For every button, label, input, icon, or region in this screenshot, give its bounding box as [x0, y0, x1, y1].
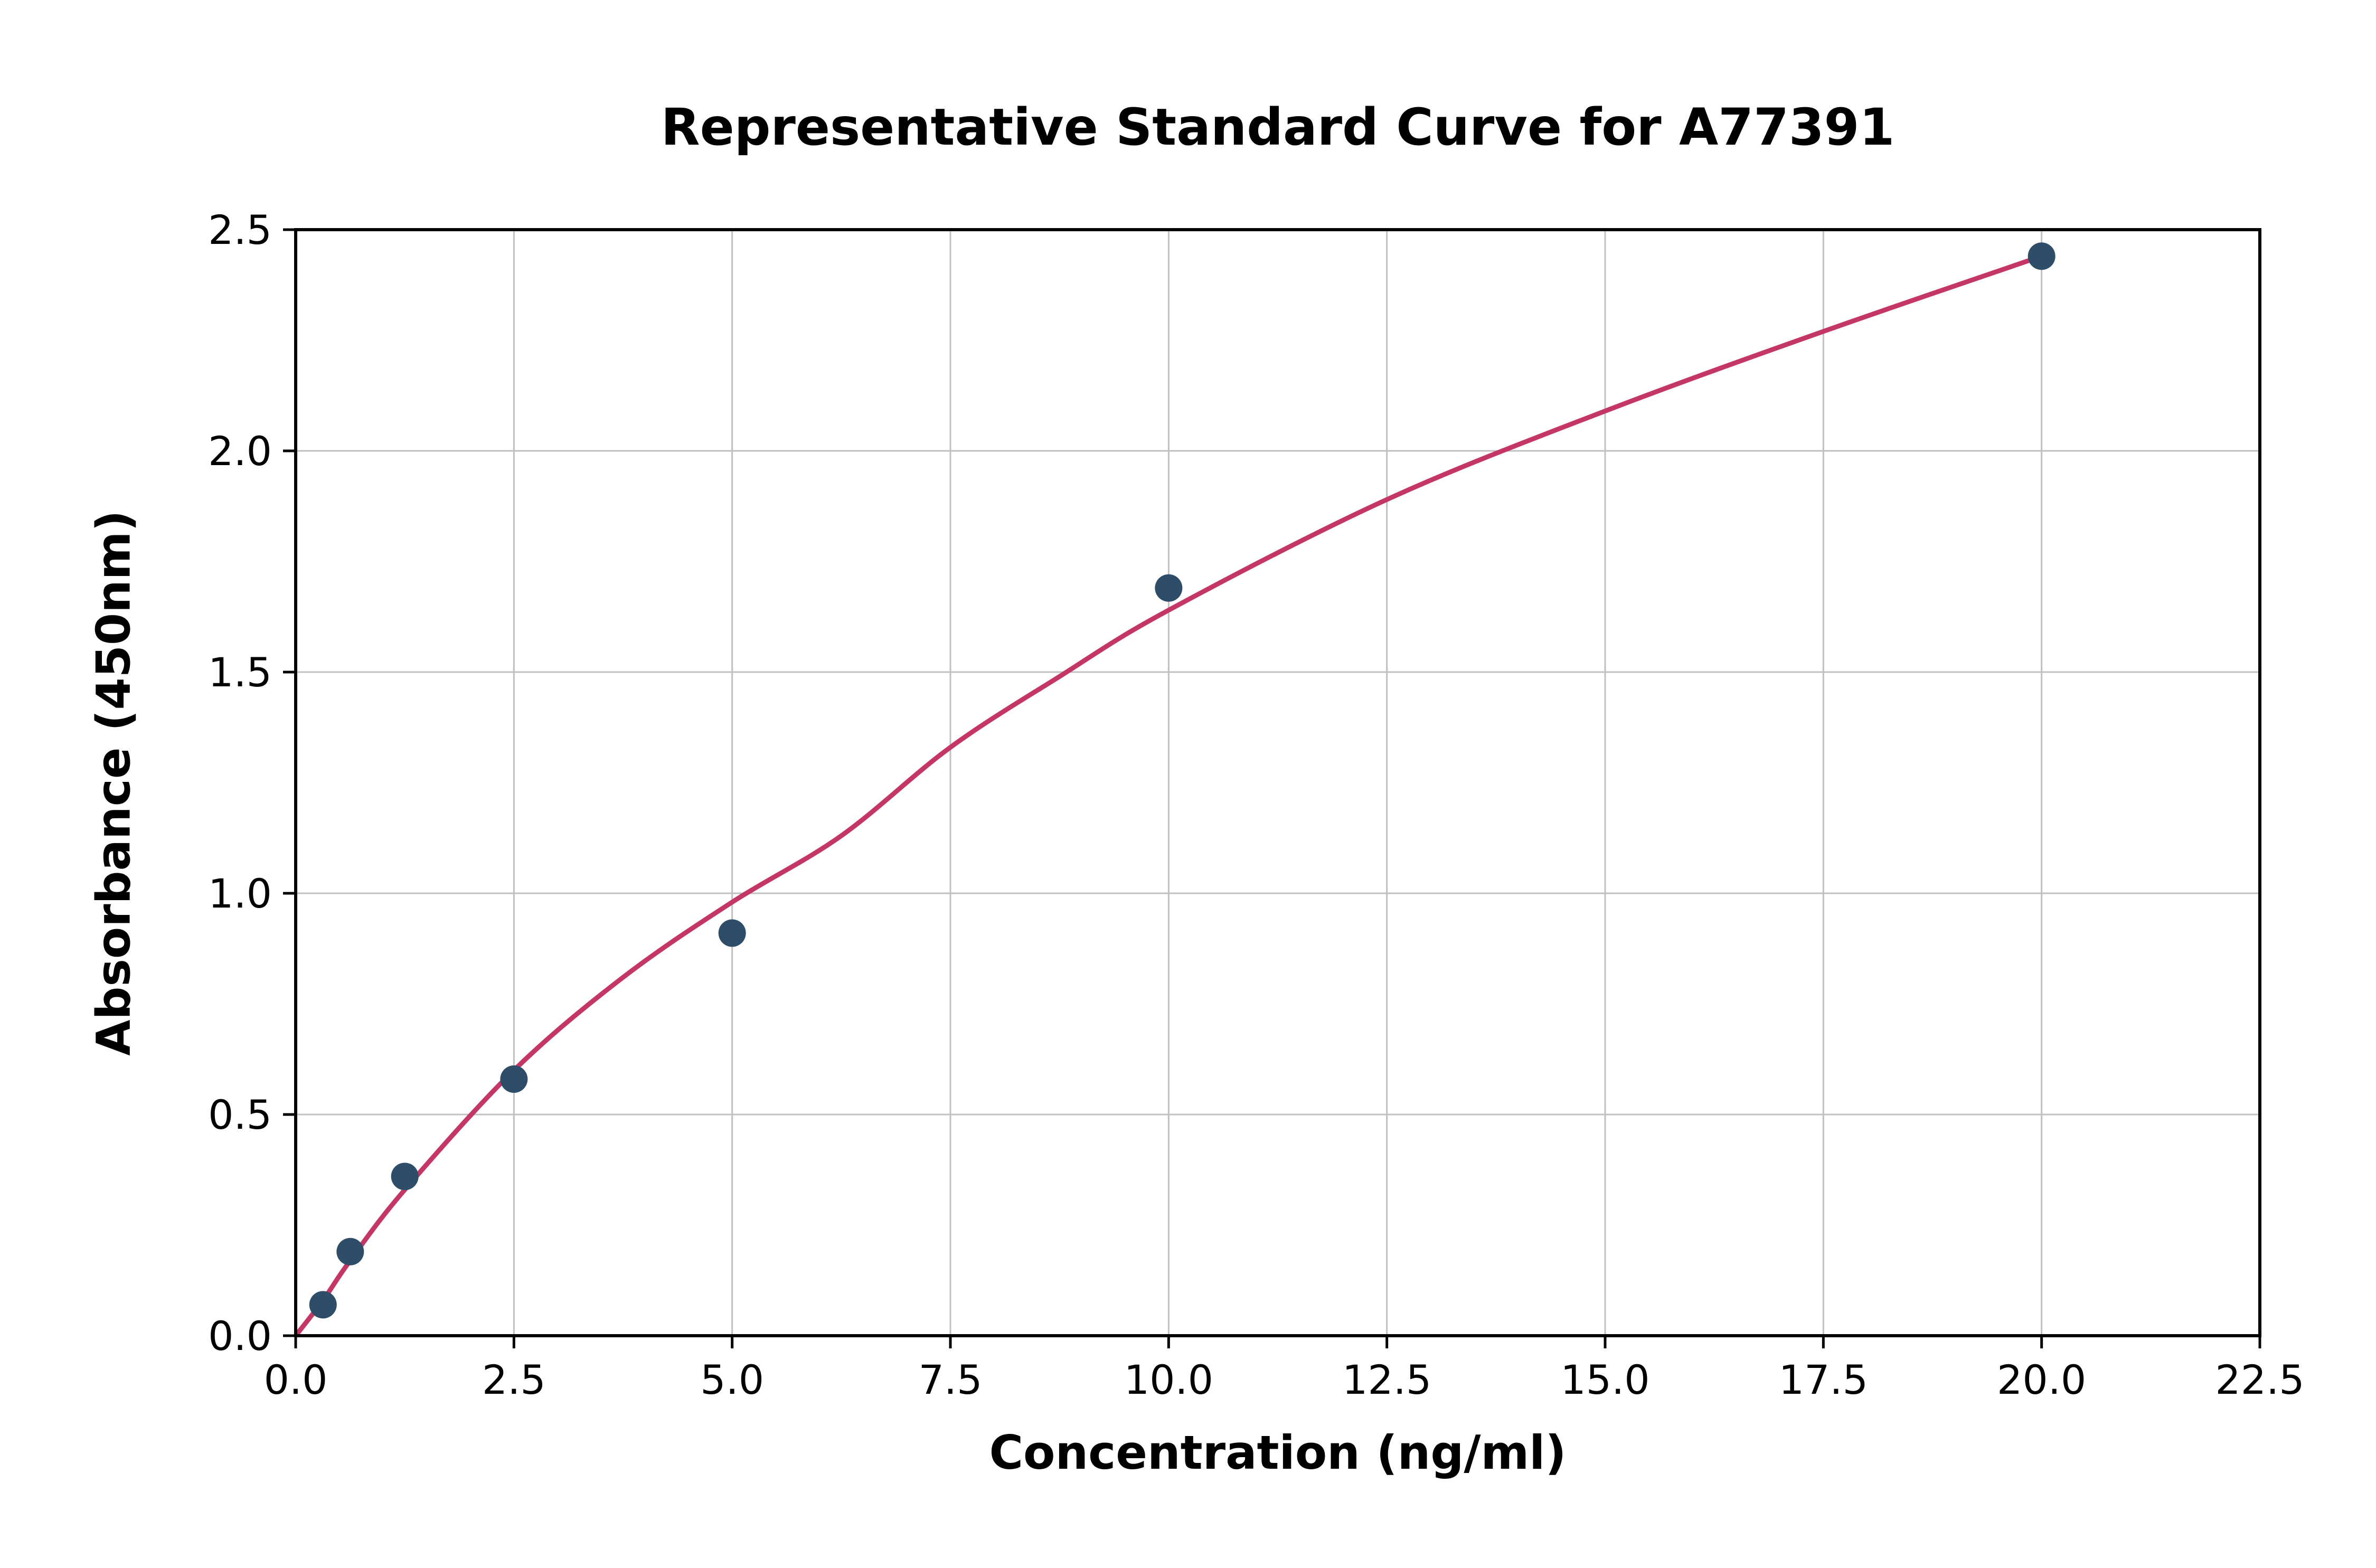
data-point: [309, 1291, 337, 1319]
x-tick-label: 10.0: [1124, 1356, 1213, 1403]
data-point: [336, 1238, 364, 1265]
y-tick-label: 2.5: [208, 206, 272, 253]
data-point: [500, 1065, 528, 1093]
y-tick-label: 1.0: [208, 870, 272, 917]
chart-title: Representative Standard Curve for A77391: [661, 98, 1895, 157]
x-tick-label: 5.0: [700, 1356, 764, 1403]
fit-curve-line: [294, 254, 2043, 1337]
data-point: [1155, 574, 1183, 602]
x-tick-label: 12.5: [1342, 1356, 1431, 1403]
x-tick-label: 0.0: [264, 1356, 328, 1403]
x-tick-label: 20.0: [1997, 1356, 2086, 1403]
x-axis-label: Concentration (ng/ml): [989, 1425, 1567, 1480]
y-tick-label: 1.5: [208, 649, 272, 696]
plot-frame: [294, 228, 2261, 1337]
y-tick-label: 0.0: [208, 1312, 272, 1359]
data-point: [391, 1163, 419, 1191]
x-tick-label: 7.5: [919, 1356, 983, 1403]
x-tick-label: 15.0: [1560, 1356, 1649, 1403]
y-axis-label: Absorbance (450nm): [86, 510, 141, 1056]
data-point: [718, 919, 746, 947]
x-tick-label: 22.5: [2215, 1356, 2304, 1403]
y-tick-label: 0.5: [208, 1091, 272, 1138]
data-point: [2028, 242, 2056, 270]
y-tick-label: 2.0: [208, 428, 272, 475]
x-tick-label: 17.5: [1779, 1356, 1868, 1403]
x-tick-label: 2.5: [482, 1356, 546, 1403]
